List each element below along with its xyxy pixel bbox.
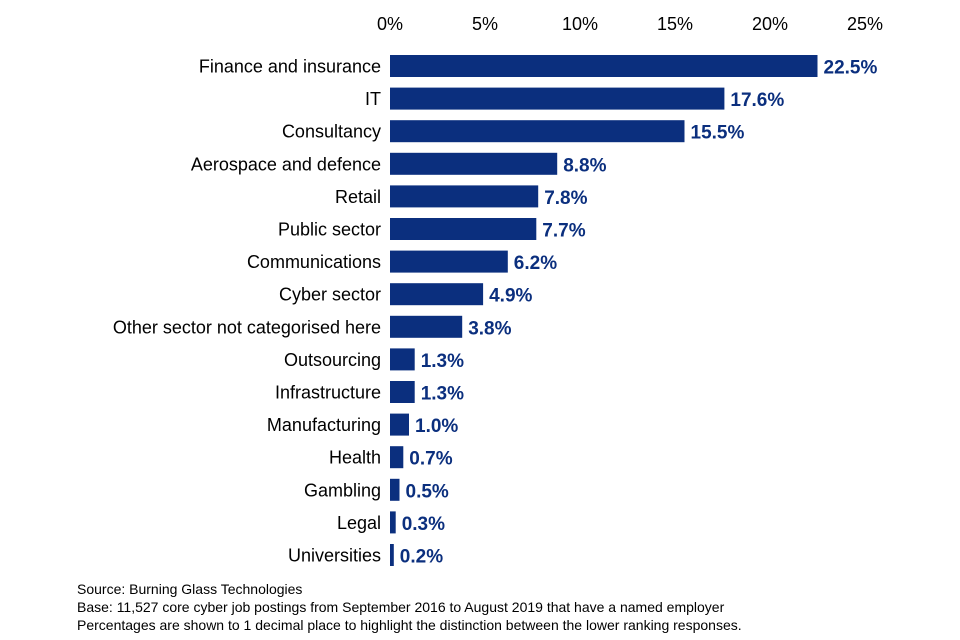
category-label: Universities [288,546,381,566]
data-label: 1.3% [421,384,464,405]
data-label: 1.0% [415,416,458,437]
bar [390,544,394,566]
bar [390,152,558,175]
data-label: 7.7% [542,221,585,242]
data-label: 17.6% [730,90,784,111]
x-tick-label: 5% [472,14,498,34]
bar [390,315,463,338]
bar [390,250,508,273]
x-tick-label: 15% [657,14,693,34]
category-label: IT [365,89,381,109]
data-label: 1.3% [421,351,464,372]
source-note: Source: Burning Glass Technologies [77,581,303,597]
bar [390,218,537,240]
category-label: Retail [335,187,381,207]
bar-chart: 0% 5% 10% 15% 20% 25% Finance and insurance 22.… [113,14,883,568]
bar [390,55,818,77]
x-tick-label: 10% [562,14,598,34]
data-label: 3.8% [468,318,511,339]
category-label: Gambling [304,480,381,500]
footnotes: Source: Burning Glass Technologies Base:… [77,580,742,634]
data-label: 6.2% [514,253,557,274]
category-label: Health [329,448,381,468]
bar [390,87,725,110]
category-label: Other sector not categorised here [113,317,381,337]
category-label: Consultancy [282,122,381,142]
category-label: Infrastructure [275,383,381,403]
bar [390,478,400,501]
category-label: Communications [247,252,381,272]
bar [390,446,404,469]
bar [390,283,484,306]
category-label: Aerospace and defence [191,154,381,174]
data-label: 4.9% [489,286,532,307]
data-label: 0.2% [400,547,443,568]
category-label: Manufacturing [267,415,381,435]
category-label: Cyber sector [279,285,381,305]
percentages-note: Percentages are shown to 1 decimal place… [77,617,742,633]
base-note: Base: 11,527 core cyber job postings fro… [77,599,725,615]
category-label: Finance and insurance [199,57,381,77]
x-tick-label: 20% [752,14,788,34]
bar [390,381,415,403]
bar [390,348,415,371]
data-label: 15.5% [691,123,745,144]
data-label: 0.7% [409,449,452,470]
category-label: Public sector [278,220,381,240]
category-label: Legal [337,513,381,533]
data-label: 0.3% [402,514,445,535]
bar [390,413,409,436]
data-label: 22.5% [824,58,878,79]
x-tick-label: 0% [377,14,403,34]
category-label: Outsourcing [284,350,381,370]
bar [390,185,539,208]
x-tick-label: 25% [847,14,883,34]
bar [390,511,396,534]
data-label: 8.8% [563,155,606,176]
bar [390,120,685,143]
data-label: 0.5% [406,481,449,502]
data-label: 7.8% [544,188,587,209]
